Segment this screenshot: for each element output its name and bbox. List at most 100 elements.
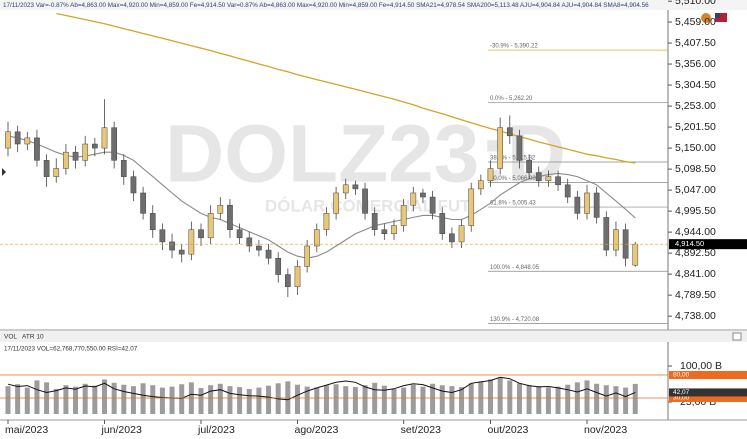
volume-bar <box>169 386 175 414</box>
candle-body <box>371 213 378 230</box>
volume-bar <box>5 386 11 414</box>
y-tick-label: 5,201.50 <box>675 121 716 133</box>
candle-body <box>34 137 40 161</box>
candle-body <box>313 229 320 247</box>
candle-body <box>178 249 185 255</box>
candle-body <box>130 176 137 194</box>
volume-bar <box>34 380 40 414</box>
volume-bar <box>584 380 590 414</box>
fib-label: 0.0% - 5,262.20 <box>490 96 533 102</box>
volume-bar <box>208 385 214 414</box>
candle-body <box>188 229 195 255</box>
y-tick-label: 5,098.50 <box>675 163 716 175</box>
rsi-level-label: 80,00 <box>673 372 690 379</box>
tab[interactable]: VOL <box>4 334 17 341</box>
candle-body <box>603 217 610 251</box>
candle-body <box>362 188 368 214</box>
candle-body <box>236 229 243 239</box>
candle-body <box>613 229 619 251</box>
volume-bar <box>449 386 455 414</box>
y-tick-label: 5,150.00 <box>675 142 716 154</box>
candle-body <box>564 184 571 198</box>
candle-body <box>487 168 494 181</box>
volume-bar <box>24 387 30 414</box>
y-tick-label: 5,253.00 <box>675 100 716 112</box>
flag-icon[interactable] <box>715 13 727 22</box>
volume-bar <box>130 386 136 414</box>
rsi-level-label: 30,00 <box>673 395 690 402</box>
tab[interactable]: ATR 10 <box>22 334 44 341</box>
x-tick-label: ago/2023 <box>295 424 339 436</box>
watermark: DOLZ23:D <box>165 109 566 200</box>
candle-body <box>159 229 166 243</box>
y-tick-label: 4,789.50 <box>675 289 716 301</box>
candle-body <box>246 237 253 247</box>
x-tick-label: jun/2023 <box>101 424 142 436</box>
volume-bar <box>295 384 300 414</box>
candle-body <box>458 225 465 243</box>
last-price-label: 4,914.50 <box>675 239 704 248</box>
candle-body <box>545 176 552 181</box>
candle-body <box>497 127 503 169</box>
y-tick-label: 5,304.50 <box>675 79 716 91</box>
volume-bar <box>140 383 146 414</box>
volume-bar <box>111 382 117 414</box>
candle-body <box>53 168 60 177</box>
volume-bar <box>594 383 600 414</box>
y-tick-label: 5,407.50 <box>675 37 716 49</box>
volume-bar <box>420 386 426 414</box>
volume-bar <box>352 387 358 414</box>
candle-body <box>43 160 50 177</box>
candle-body <box>149 213 156 230</box>
volume-bar <box>555 386 561 414</box>
candle-body <box>227 204 233 230</box>
candle-body <box>352 184 359 190</box>
fib-label: 50.0% - 5,066.00 <box>490 176 536 182</box>
close-button[interactable] <box>732 332 742 341</box>
candle-body <box>207 213 214 239</box>
candle-body <box>92 143 98 149</box>
volume-bar <box>401 387 407 414</box>
candle-body <box>468 188 475 226</box>
candle-body <box>506 127 513 137</box>
volume-bar <box>603 385 609 414</box>
volume-bar <box>459 387 465 414</box>
volume-bar <box>256 387 262 414</box>
x-tick-label: out/2023 <box>488 424 529 436</box>
candle-body <box>5 131 11 149</box>
volume-bar <box>372 382 378 414</box>
fib-label: -30.9% - 5,390.22 <box>490 44 538 50</box>
candle-body <box>333 192 339 214</box>
currency-icon[interactable] <box>701 13 711 23</box>
panel-arrow[interactable] <box>2 168 6 176</box>
candle-body <box>63 151 69 169</box>
candle-body <box>593 192 600 218</box>
volume-bar <box>217 383 223 414</box>
candle-body <box>342 184 349 194</box>
volume-bar <box>159 387 165 414</box>
volume-bar <box>15 384 21 414</box>
candle-body <box>381 229 388 235</box>
watermark-sub: DÓLAR COMERCIAL FUT <box>265 196 471 215</box>
volume-bar <box>381 385 387 414</box>
candle-body <box>584 192 590 214</box>
y-tick-label: 5,459.00 <box>675 16 716 28</box>
volume-bar <box>468 383 474 414</box>
volume-bar <box>102 379 107 414</box>
fib-label: 100.0% - 4,848.05 <box>490 265 540 271</box>
volume-bar <box>391 389 397 414</box>
volume-bar <box>507 380 513 414</box>
volume-bar <box>304 386 310 414</box>
candle-body <box>439 213 446 235</box>
flag-canton <box>715 13 720 18</box>
candle-body <box>111 127 118 161</box>
candle-body <box>420 192 426 198</box>
volume-bar <box>430 383 436 414</box>
y-tick-label: 4,944.00 <box>675 226 716 238</box>
candle-body <box>516 135 523 161</box>
rsi-last-box <box>669 388 747 397</box>
volume-bar <box>516 383 522 414</box>
candle-body <box>14 131 21 145</box>
volume-bar <box>613 386 619 414</box>
